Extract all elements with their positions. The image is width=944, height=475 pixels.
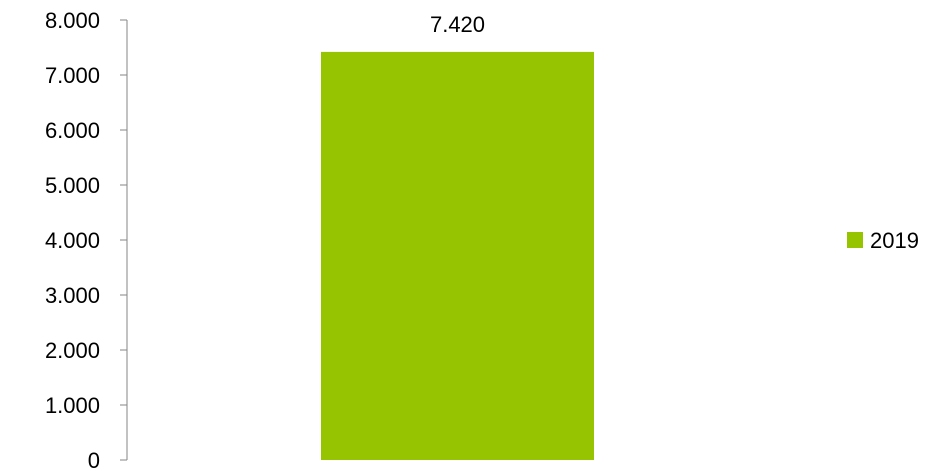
- legend: 2019: [847, 228, 919, 253]
- y-tick-label: 4.000: [45, 228, 100, 253]
- bar-value-label: 7.420: [430, 12, 485, 37]
- bar-series: [321, 51, 594, 461]
- legend-swatch: [847, 232, 863, 248]
- y-tick-label: 6.000: [45, 118, 100, 143]
- bar: [321, 51, 594, 461]
- y-tick-label: 7.000: [45, 63, 100, 88]
- y-axis: 0 1.000 2.000 3.000 4.000 5.000 6.000 7.000 8.00…: [45, 8, 128, 473]
- legend-label: 2019: [870, 228, 919, 253]
- y-tick-label: 0: [88, 448, 100, 473]
- y-tick-label: 1.000: [45, 393, 100, 418]
- y-tick-label: 3.000: [45, 283, 100, 308]
- y-tick-label: 8.000: [45, 8, 100, 33]
- data-labels: 7.420: [430, 12, 485, 37]
- y-tick-label: 2.000: [45, 338, 100, 363]
- y-tick-label: 5.000: [45, 173, 100, 198]
